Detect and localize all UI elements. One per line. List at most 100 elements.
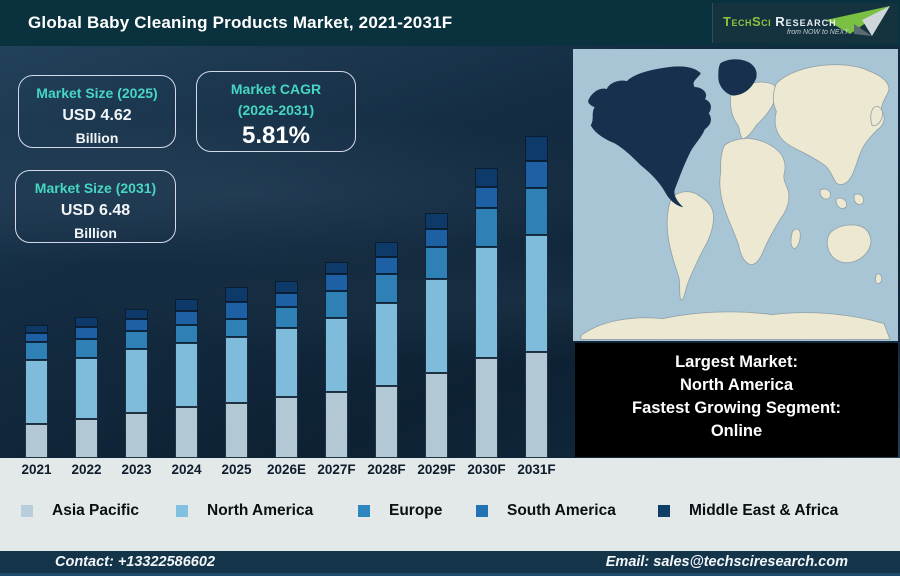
bar-segment-2030F-asia-pacific: [475, 358, 498, 458]
axis-label-2024: 2024: [171, 462, 202, 477]
page-title: Global Baby Cleaning Products Market, 20…: [28, 13, 453, 32]
bar-segment-2025-europe: [225, 319, 248, 337]
bottom-strip: 2021 2022 2023 2024 2025 2026E 2027F 2028F 2029F…: [0, 458, 900, 551]
logo-brand-primary: TechSci: [723, 14, 776, 29]
bar-segment-2028F-north-america: [375, 303, 398, 386]
map-madagascar: [790, 228, 801, 250]
bar-2031F: [525, 136, 548, 458]
stat-label: Market Size (2031): [34, 180, 157, 196]
bar-segment-2031F-asia-pacific: [525, 352, 548, 458]
bar-segment-2025-north-america: [225, 337, 248, 403]
bar-segment-2028F-middle-east-africa: [375, 242, 398, 257]
bar-segment-2027F-north-america: [325, 318, 348, 392]
map-africa: [719, 138, 790, 266]
footer-email: Email: sales@techsciresearch.com: [605, 554, 848, 570]
bar-segment-2023-middle-east-africa: [125, 309, 148, 319]
map-asia: [772, 64, 890, 185]
logo-arrow-icon: [826, 6, 890, 36]
legend-item-north-america: North America: [176, 502, 313, 520]
axis-label-2031F: 2031F: [517, 462, 556, 477]
map-new-zealand: [875, 273, 883, 285]
legend-item-asia-pacific: Asia Pacific: [21, 502, 139, 520]
bar-segment-2025-middle-east-africa: [225, 287, 248, 302]
bar-segment-2030F-north-america: [475, 247, 498, 358]
techsci-logo: TechSci Research from NOW to NEXT: [712, 3, 898, 43]
bar-segment-2022-north-america: [75, 358, 98, 419]
stat-unit: Billion: [74, 225, 117, 241]
bar-segment-2029F-europe: [425, 247, 448, 279]
bar-segment-2024-north-america: [175, 343, 198, 407]
map-borneo: [835, 197, 847, 209]
bar-segment-2028F-asia-pacific: [375, 386, 398, 458]
legend-item-europe: Europe: [358, 502, 442, 520]
map-south-america: [666, 191, 714, 301]
axis-label-2022: 2022: [71, 462, 102, 477]
bar-segment-2028F-europe: [375, 274, 398, 303]
bar-segment-2023-europe: [125, 331, 148, 349]
stat-value: USD 4.62: [62, 107, 132, 124]
bar-segment-2026E-middle-east-africa: [275, 281, 298, 293]
bar-segment-2030F-middle-east-africa: [475, 168, 498, 187]
stat-box-market-size-2031: Market Size (2031) USD 6.48 Billion: [15, 170, 176, 243]
bar-segment-2026E-south-america: [275, 293, 298, 307]
axis-label-2027F: 2027F: [317, 462, 356, 477]
bar-segment-2021-middle-east-africa: [25, 325, 48, 333]
stat-label: Market Size (2025): [36, 85, 158, 101]
world-map: [573, 49, 898, 341]
bar-segment-2024-south-america: [175, 311, 198, 325]
bar-segment-2026E-europe: [275, 307, 298, 328]
bar-segment-2026E-asia-pacific: [275, 397, 298, 458]
legend-swatch: [176, 505, 188, 517]
bar-segment-2031F-north-america: [525, 235, 548, 352]
bar-segment-2030F-europe: [475, 208, 498, 247]
bar-segment-2031F-south-america: [525, 161, 548, 188]
bar-segment-2027F-south-america: [325, 274, 348, 291]
stat-box-market-cagr: Market CAGR (2026-2031) 5.81%: [196, 71, 356, 152]
legend-swatch: [358, 505, 370, 517]
bar-segment-2031F-europe: [525, 188, 548, 235]
stat-label: Market CAGR: [230, 81, 322, 97]
bar-2029F: [425, 213, 448, 458]
bar-segment-2029F-south-america: [425, 229, 448, 247]
map-australia: [826, 224, 872, 264]
legend-swatch: [658, 505, 670, 517]
logo-tagline: from NOW to NEXT: [787, 29, 849, 36]
map-antarctica: [580, 311, 891, 340]
footer-bar: Contact: +13322586602 Email: sales@techs…: [0, 551, 900, 576]
bar-segment-2027F-asia-pacific: [325, 392, 348, 458]
bar-segment-2029F-asia-pacific: [425, 373, 448, 458]
callout-fastest-segment-value: Online: [710, 422, 763, 440]
logo-brand-secondary: Research: [775, 14, 837, 29]
bar-segment-2023-north-america: [125, 349, 148, 413]
bar-2025: [225, 287, 248, 458]
bar-segment-2022-south-america: [75, 327, 98, 339]
bar-segment-2023-south-america: [125, 319, 148, 331]
chart-legend: Asia Pacific North America Europe South Ame…: [0, 502, 900, 532]
header-bar: Global Baby Cleaning Products Market, 20…: [0, 0, 900, 46]
axis-label-2026E: 2026E: [266, 462, 307, 477]
callout-largest-market-label: Largest Market:: [675, 353, 798, 371]
world-map-panel: [573, 49, 898, 341]
bar-segment-2022-middle-east-africa: [75, 317, 98, 327]
bar-segment-2031F-middle-east-africa: [525, 136, 548, 161]
legend-label: Europe: [389, 502, 443, 519]
axis-label-2025: 2025: [221, 462, 252, 477]
callout-fastest-segment-label: Fastest Growing Segment:: [631, 399, 842, 417]
axis-label-2021: 2021: [21, 462, 52, 477]
bar-segment-2030F-south-america: [475, 187, 498, 208]
stat-value: 5.81%: [241, 122, 311, 149]
stat-box-market-size-2025: Market Size (2025) USD 4.62 Billion: [18, 75, 176, 148]
map-new-guinea: [853, 193, 864, 205]
bar-2023: [125, 309, 148, 458]
bar-segment-2025-south-america: [225, 302, 248, 319]
axis-label-2023: 2023: [121, 462, 152, 477]
bar-2022: [75, 317, 98, 458]
bar-2028F: [375, 242, 398, 458]
axis-label-2030F: 2030F: [467, 462, 506, 477]
bar-segment-2025-asia-pacific: [225, 403, 248, 458]
bar-segment-2021-europe: [25, 342, 48, 360]
axis-label-2029F: 2029F: [417, 462, 456, 477]
bar-segment-2029F-north-america: [425, 279, 448, 373]
callout-largest-market-value: North America: [679, 376, 794, 394]
map-north-america-highlight: [588, 66, 711, 208]
